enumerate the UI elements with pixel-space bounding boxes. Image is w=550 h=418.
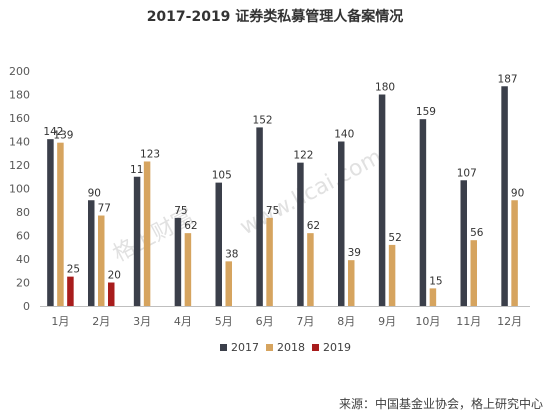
- legend: 2017 2018 2019: [220, 341, 351, 354]
- chart-title: 2017-2019 证券类私募管理人备案情况: [147, 8, 404, 25]
- bar-2017-5: [215, 182, 222, 306]
- y-tick-label: 100: [9, 183, 30, 196]
- x-tick-label: 7月: [296, 315, 314, 328]
- bar-2018-12: [511, 200, 518, 306]
- data-label: 139: [53, 130, 73, 142]
- y-tick-label: 60: [16, 230, 30, 243]
- bar-2018-1: [57, 142, 64, 306]
- bar-2018-10: [429, 288, 437, 306]
- bar-2019-1: [67, 276, 74, 306]
- x-tick-label: 4月: [174, 315, 192, 328]
- bar-2017-1: [47, 139, 54, 306]
- x-axis: 1月 2月 3月 4月 5月 6月 7月 8月 9月 10月 11月 12月: [51, 315, 522, 328]
- data-label: 152: [253, 114, 273, 126]
- legend-label-2018: 2018: [277, 341, 305, 354]
- y-axis: 0 20 40 60 80 100 120 140 160 180 200: [9, 65, 30, 313]
- x-tick-label: 2月: [92, 315, 110, 328]
- x-tick-label: 10月: [415, 315, 440, 328]
- y-tick-label: 160: [9, 112, 30, 125]
- bar-2018-11: [470, 240, 477, 306]
- data-label: 62: [307, 220, 320, 232]
- data-label: 90: [88, 187, 101, 199]
- y-tick-label: 120: [9, 159, 30, 172]
- data-label: 39: [348, 247, 361, 259]
- bar-2017-3: [133, 176, 141, 306]
- bar-2017-11: [460, 180, 467, 306]
- data-label: 122: [293, 150, 313, 162]
- data-label: 187: [498, 73, 518, 85]
- data-label: 105: [212, 170, 232, 182]
- bar-2018-7: [307, 233, 314, 306]
- legend-label-2017: 2017: [231, 341, 259, 354]
- bar-2017-12: [501, 86, 508, 307]
- bar-2018-3: [143, 161, 151, 306]
- data-label: 77: [98, 203, 111, 215]
- x-tick-label: 3月: [133, 315, 151, 328]
- data-label: 180: [375, 82, 395, 94]
- bars: 1421392590772011012375621053815275122621…: [43, 73, 524, 307]
- data-label: 142: [43, 126, 63, 138]
- bar-2017-7: [297, 162, 304, 306]
- x-tick-label: 12月: [497, 315, 522, 328]
- data-label: 25: [67, 264, 80, 276]
- x-tick-label: 9月: [378, 315, 396, 328]
- data-label: 123: [140, 148, 160, 160]
- x-tick-label: 5月: [215, 315, 233, 328]
- bar-2018-9: [388, 244, 396, 306]
- bar-2018-5: [225, 261, 232, 306]
- x-tick-label: 6月: [256, 315, 274, 328]
- data-label: 52: [388, 232, 401, 244]
- y-tick-label: 40: [16, 253, 30, 266]
- legend-swatch-2018: [266, 344, 273, 351]
- y-tick-label: 140: [9, 136, 30, 149]
- bar-2018-4: [184, 233, 192, 306]
- data-label: 38: [225, 248, 238, 260]
- data-label: 20: [108, 270, 121, 282]
- bar-2018-6: [266, 217, 273, 306]
- data-label: 56: [470, 227, 484, 239]
- data-label: 159: [416, 106, 436, 118]
- legend-label-2019: 2019: [323, 341, 351, 354]
- legend-swatch-2017: [220, 344, 227, 351]
- legend-swatch-2019: [312, 344, 319, 351]
- bar-2017-2: [88, 200, 95, 306]
- data-label: 90: [511, 187, 524, 199]
- bar-2017-6: [256, 127, 263, 307]
- bar-2017-4: [174, 217, 182, 306]
- bar-2017-10: [419, 119, 427, 306]
- bar-2018-2: [98, 215, 105, 306]
- data-label: 15: [429, 275, 442, 287]
- y-tick-label: 20: [16, 277, 30, 290]
- data-label: 75: [174, 205, 187, 217]
- y-tick-label: 0: [23, 300, 30, 313]
- x-tick-label: 11月: [456, 315, 481, 328]
- x-tick-label: 8月: [337, 315, 355, 328]
- y-tick-label: 180: [9, 89, 30, 102]
- y-tick-label: 200: [9, 65, 30, 78]
- data-label: 62: [184, 220, 197, 232]
- bar-2017-9: [378, 94, 386, 306]
- x-tick-label: 1月: [51, 315, 69, 328]
- data-label: 140: [334, 129, 354, 141]
- data-label: 75: [266, 205, 279, 217]
- y-tick-label: 80: [16, 206, 30, 219]
- bar-2019-2: [108, 282, 115, 306]
- bar-2017-8: [338, 141, 345, 306]
- source-note: 来源：中国基金业协会，格上研究中心: [339, 396, 543, 411]
- data-label: 107: [457, 167, 477, 179]
- watermark: 格上财富 www.licai.com: [109, 145, 386, 268]
- bar-2018-8: [348, 260, 355, 306]
